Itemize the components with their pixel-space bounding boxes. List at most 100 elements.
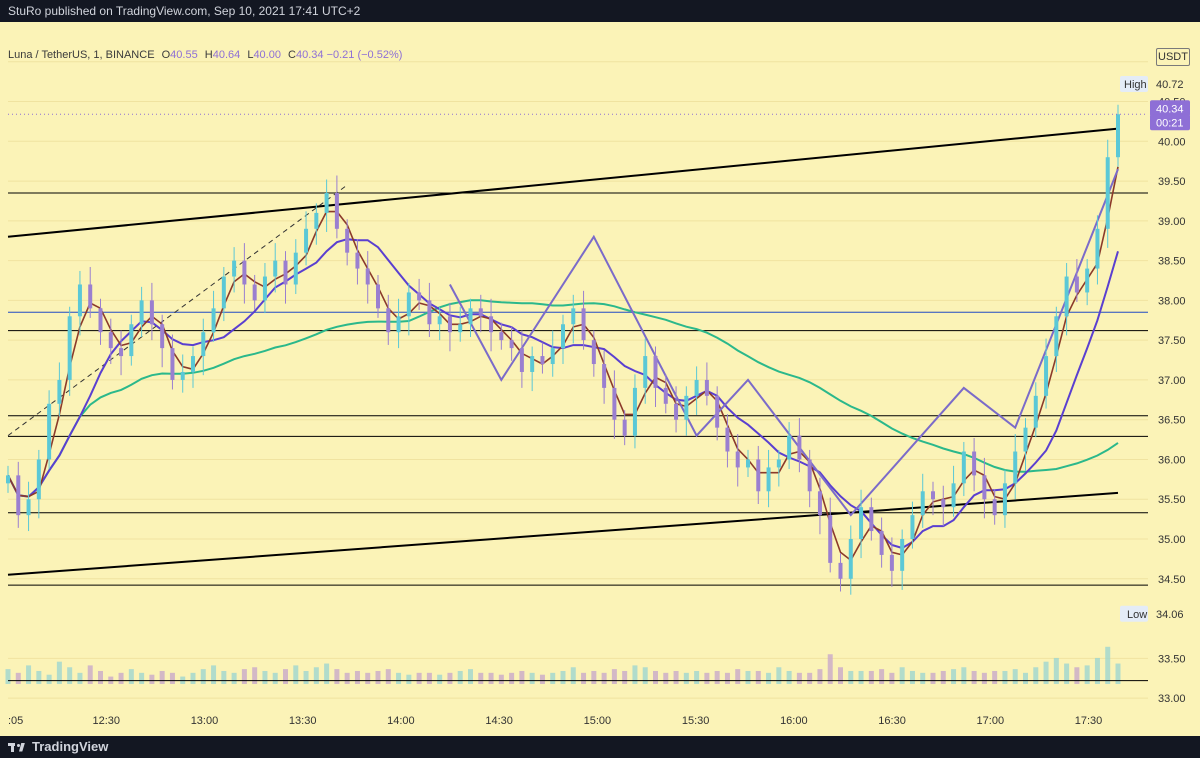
volume-bar-57	[591, 670, 597, 684]
volume-bar-2	[26, 665, 32, 684]
candle-body-37	[386, 308, 391, 333]
volume-bar-20	[211, 665, 217, 684]
candle-68	[704, 362, 709, 406]
volume-bar-41	[426, 672, 432, 684]
volume-bar-80	[827, 654, 833, 684]
volume-bar-22	[231, 672, 237, 684]
candle-75	[776, 449, 781, 487]
candle-body-79	[817, 491, 822, 516]
candle-body-22	[232, 260, 237, 277]
volume-bar-15	[159, 670, 165, 684]
candle-body-60	[622, 419, 627, 436]
candle-body-67	[694, 379, 699, 396]
candle-body-91	[941, 499, 946, 508]
volume-bar-100	[1033, 667, 1039, 684]
y-tick-label-3: 39.50	[1158, 176, 1186, 188]
volume-bar-5	[56, 661, 62, 684]
y-tick-label-9: 36.50	[1158, 415, 1186, 427]
candle-39	[406, 282, 411, 336]
volume-bar-60	[622, 670, 628, 684]
volume-bar-35	[365, 672, 371, 684]
x-tick-label-8: 16:00	[780, 715, 808, 727]
volume-bar-49	[509, 672, 515, 684]
candle-body-1	[16, 475, 21, 516]
candle-51	[530, 346, 535, 392]
candle-53	[550, 330, 555, 377]
candle-body-57	[591, 340, 596, 365]
candle-body-75	[776, 459, 781, 468]
candle-body-43	[447, 316, 452, 333]
volume-bar-99	[1023, 672, 1028, 684]
candle-12	[129, 314, 134, 366]
candle-5	[57, 362, 62, 417]
candle-25	[262, 263, 267, 314]
volume-bar-73	[755, 670, 761, 684]
candle-89	[920, 473, 925, 528]
candle-35	[365, 251, 370, 304]
candle-104	[1074, 259, 1079, 302]
candle-92	[951, 465, 956, 517]
publisher-bar: StuRo published on TradingView.com, Sep …	[0, 0, 1200, 22]
volume-bar-84	[868, 670, 874, 684]
volume-bar-11	[118, 672, 124, 684]
candle-body-98	[1013, 451, 1018, 484]
candle-body-32	[334, 193, 339, 229]
candle-body-77	[797, 435, 802, 460]
volume-bar-75	[776, 667, 782, 684]
volume-bar-70	[724, 672, 730, 684]
candle-31	[324, 179, 329, 232]
candle-body-48	[499, 332, 504, 341]
price-chart[interactable]: 41.0040.5040.0039.5039.0038.5038.0037.50…	[0, 22, 1200, 736]
candle-body-89	[920, 491, 925, 516]
candle-body-104	[1074, 276, 1079, 293]
countdown-badge: 00:21	[1156, 117, 1184, 129]
tradingview-brand[interactable]: TradingView	[8, 739, 108, 754]
y-tick-label-4: 39.00	[1158, 216, 1186, 228]
candle-107	[1105, 139, 1110, 248]
volume-bar-107	[1105, 646, 1111, 684]
candle-45	[468, 298, 473, 337]
candle-61	[632, 374, 637, 449]
candle-37	[386, 294, 391, 345]
candle-23	[242, 243, 247, 304]
volume-bar-97	[1002, 670, 1008, 684]
volume-bar-53	[550, 672, 556, 684]
last-price-badge-bg	[1150, 100, 1190, 117]
low-value: 40.00	[253, 49, 281, 61]
candle-57	[591, 330, 596, 377]
trendline-0	[7, 127, 1119, 238]
high-label-bg	[1120, 76, 1148, 93]
candle-body-17	[180, 371, 185, 380]
volume-bar-92	[951, 669, 957, 684]
x-tick-label-5: 14:30	[485, 715, 513, 727]
volume-bar-37	[385, 669, 391, 684]
currency-badge[interactable]: USDT	[1156, 48, 1190, 66]
candle-body-87	[900, 539, 905, 571]
y-tick-label-2: 40.00	[1158, 136, 1186, 148]
volume-bar-64	[663, 672, 669, 684]
candle-97	[1002, 469, 1007, 528]
volume-bar-36	[375, 670, 381, 684]
candle-48	[499, 322, 504, 350]
volume-bar-33	[344, 672, 350, 684]
volume-bar-30	[313, 667, 319, 684]
volume-bar-14	[149, 674, 155, 684]
candle-86	[889, 537, 894, 587]
candle-body-35	[365, 268, 370, 285]
dashed-trendline	[7, 184, 348, 437]
candle-body-93	[961, 451, 966, 484]
candle-body-66	[684, 395, 689, 420]
volume-bar-50	[519, 670, 525, 684]
tradingview-logo-icon	[8, 741, 26, 753]
y-tick-label-12: 35.00	[1158, 534, 1186, 546]
volume-bar-61	[632, 665, 638, 684]
volume-bar-94	[971, 670, 977, 684]
chart-area[interactable]: 41.0040.5040.0039.5039.0038.5038.0037.50…	[0, 22, 1200, 736]
volume-bar-58	[601, 672, 607, 684]
candle-body-107	[1105, 157, 1110, 229]
volume-bar-98	[1012, 669, 1018, 684]
candle-40	[417, 278, 422, 310]
candle-55	[571, 294, 576, 344]
volume-bar-0	[5, 669, 11, 684]
candle-body-101	[1044, 356, 1049, 396]
